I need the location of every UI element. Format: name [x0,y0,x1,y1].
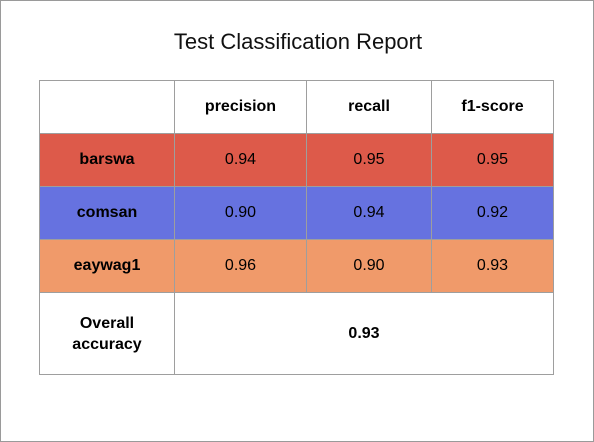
classification-table: precision recall f1-score barswa 0.94 0.… [39,80,554,375]
table-row-accuracy: Overall accuracy 0.93 [40,293,554,375]
row-label-barswa: barswa [40,134,175,187]
table-row-eaywag1: eaywag1 0.96 0.90 0.93 [40,240,554,293]
header-recall: recall [307,81,432,134]
cell-barswa-precision: 0.94 [175,134,307,187]
cell-eaywag1-f1-score: 0.93 [432,240,554,293]
header-f1-score: f1-score [432,81,554,134]
table-row-comsan: comsan 0.90 0.94 0.92 [40,187,554,240]
accuracy-value: 0.93 [175,293,554,375]
header-precision: precision [175,81,307,134]
cell-barswa-f1-score: 0.95 [432,134,554,187]
cell-eaywag1-recall: 0.90 [307,240,432,293]
header-row: precision recall f1-score [40,81,554,134]
accuracy-label: Overall accuracy [40,293,175,375]
cell-comsan-precision: 0.90 [175,187,307,240]
cell-barswa-recall: 0.95 [307,134,432,187]
row-label-comsan: comsan [40,187,175,240]
row-label-eaywag1: eaywag1 [40,240,175,293]
cell-comsan-f1-score: 0.92 [432,187,554,240]
accuracy-label-line2: accuracy [72,336,141,353]
table-row-barswa: barswa 0.94 0.95 0.95 [40,134,554,187]
chart-title: Test Classification Report [1,28,594,56]
header-empty-cell [40,81,175,134]
accuracy-label-line1: Overall [80,315,134,332]
cell-eaywag1-precision: 0.96 [175,240,307,293]
cell-comsan-recall: 0.94 [307,187,432,240]
